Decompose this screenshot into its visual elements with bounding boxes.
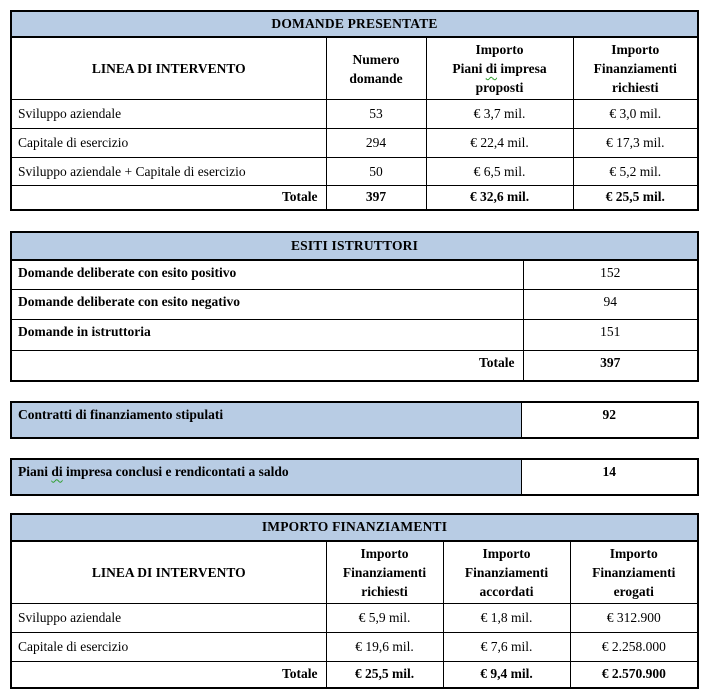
accordati-cell: € 1,8 mil. [443,603,570,632]
table-row: Contratti di finanziamento stipulati 92 [11,402,698,438]
spacer [10,382,705,401]
table-total-row: Totale € 25,5 mil. € 9,4 mil. € 2.570.90… [11,661,698,688]
table-row: Domande deliberate con esito positivo 15… [11,260,698,290]
total-label: Totale [11,351,523,381]
table-total-row: Totale 397 [11,351,698,381]
total-value-cell: 397 [523,351,698,381]
col-header-linea-di-intervento: LINEA DI INTERVENTO [11,541,326,604]
table-row: Sviluppo aziendale 53 € 3,7 mil. € 3,0 m… [11,100,698,129]
numero-cell: 294 [326,129,426,158]
col-header-importo-piani: Importo Piani di impresa proposti [426,37,573,100]
table-row: LINEA DI INTERVENTO Numero domande Impor… [11,37,698,100]
table-esiti-istruttori: ESITI ISTRUTTORI Domande deliberate con … [10,231,699,382]
table-title-importo-finanziamenti: IMPORTO FINANZIAMENTI [11,514,698,541]
row-label: Contratti di finanziamento stipulati [11,402,521,438]
table-row: Domande deliberate con esito negativo 94 [11,290,698,320]
table-contratti-stipulati: Contratti di finanziamento stipulati 92 [10,401,699,439]
richiesti-cell: € 19,6 mil. [326,632,443,661]
col-header-fin-accordati: Importo Finanziamenti accordati [443,541,570,604]
table-row: Capitale di esercizio 294 € 22,4 mil. € … [11,129,698,158]
importo-piani-cell: € 3,7 mil. [426,100,573,129]
value-cell: 14 [521,459,698,495]
table-row: Sviluppo aziendale + Capitale di eserciz… [11,158,698,186]
table-piani-conclusi: Piani di impresa conclusi e rendicontati… [10,458,699,496]
table-title-esiti-istruttori: ESITI ISTRUTTORI [11,232,698,260]
erogati-cell: € 2.258.000 [570,632,698,661]
table-total-row: Totale 397 € 32,6 mil. € 25,5 mil. [11,186,698,210]
total-importo-fin-cell: € 25,5 mil. [573,186,698,210]
row-label: Domande in istruttoria [11,320,523,351]
total-richiesti-cell: € 25,5 mil. [326,661,443,688]
row-label: Capitale di esercizio [11,632,326,661]
numero-cell: 50 [326,158,426,186]
row-label: Sviluppo aziendale + Capitale di eserciz… [11,158,326,186]
table-domande-presentate: DOMANDE PRESENTATE LINEA DI INTERVENTO N… [10,10,699,211]
value-cell: 92 [521,402,698,438]
col-header-fin-richiesti: Importo Finanziamenti richiesti [326,541,443,604]
col-header-importo-finanziamenti-richiesti: Importo Finanziamenti richiesti [573,37,698,100]
table-row: Capitale di esercizio € 19,6 mil. € 7,6 … [11,632,698,661]
importo-fin-cell: € 3,0 mil. [573,100,698,129]
importo-piani-cell: € 6,5 mil. [426,158,573,186]
spacer [10,211,705,231]
row-label: Sviluppo aziendale [11,100,326,129]
importo-fin-cell: € 5,2 mil. [573,158,698,186]
table-row: LINEA DI INTERVENTO Importo Finanziament… [11,541,698,604]
row-label: Piani di impresa conclusi e rendicontati… [11,459,521,495]
total-accordati-cell: € 9,4 mil. [443,661,570,688]
table-row: Sviluppo aziendale € 5,9 mil. € 1,8 mil.… [11,603,698,632]
table-row: IMPORTO FINANZIAMENTI [11,514,698,541]
total-label: Totale [11,661,326,688]
row-label: Capitale di esercizio [11,129,326,158]
importo-fin-cell: € 17,3 mil. [573,129,698,158]
row-label: Domande deliberate con esito negativo [11,290,523,320]
value-cell: 151 [523,320,698,351]
importo-piani-cell: € 22,4 mil. [426,129,573,158]
table-row: DOMANDE PRESENTATE [11,11,698,37]
col-header-fin-erogati: Importo Finanziamenti erogati [570,541,698,604]
row-label: Sviluppo aziendale [11,603,326,632]
col-header-linea-di-intervento: LINEA DI INTERVENTO [11,37,326,100]
value-cell: 152 [523,260,698,290]
table-row: Domande in istruttoria 151 [11,320,698,351]
richiesti-cell: € 5,9 mil. [326,603,443,632]
total-erogati-cell: € 2.570.900 [570,661,698,688]
total-numero-cell: 397 [326,186,426,210]
table-row: Piani di impresa conclusi e rendicontati… [11,459,698,495]
numero-cell: 53 [326,100,426,129]
col-header-numero-domande: Numero domande [326,37,426,100]
spellcheck-squiggle: di [486,61,497,76]
row-label: Domande deliberate con esito positivo [11,260,523,290]
total-importo-piani-cell: € 32,6 mil. [426,186,573,210]
table-title-domande-presentate: DOMANDE PRESENTATE [11,11,698,37]
value-cell: 94 [523,290,698,320]
table-importo-finanziamenti: IMPORTO FINANZIAMENTI LINEA DI INTERVENT… [10,513,699,689]
spellcheck-squiggle: di [51,464,62,479]
erogati-cell: € 312.900 [570,603,698,632]
total-label: Totale [11,186,326,210]
accordati-cell: € 7,6 mil. [443,632,570,661]
spacer [10,439,705,458]
spacer [10,496,705,513]
table-row: ESITI ISTRUTTORI [11,232,698,260]
